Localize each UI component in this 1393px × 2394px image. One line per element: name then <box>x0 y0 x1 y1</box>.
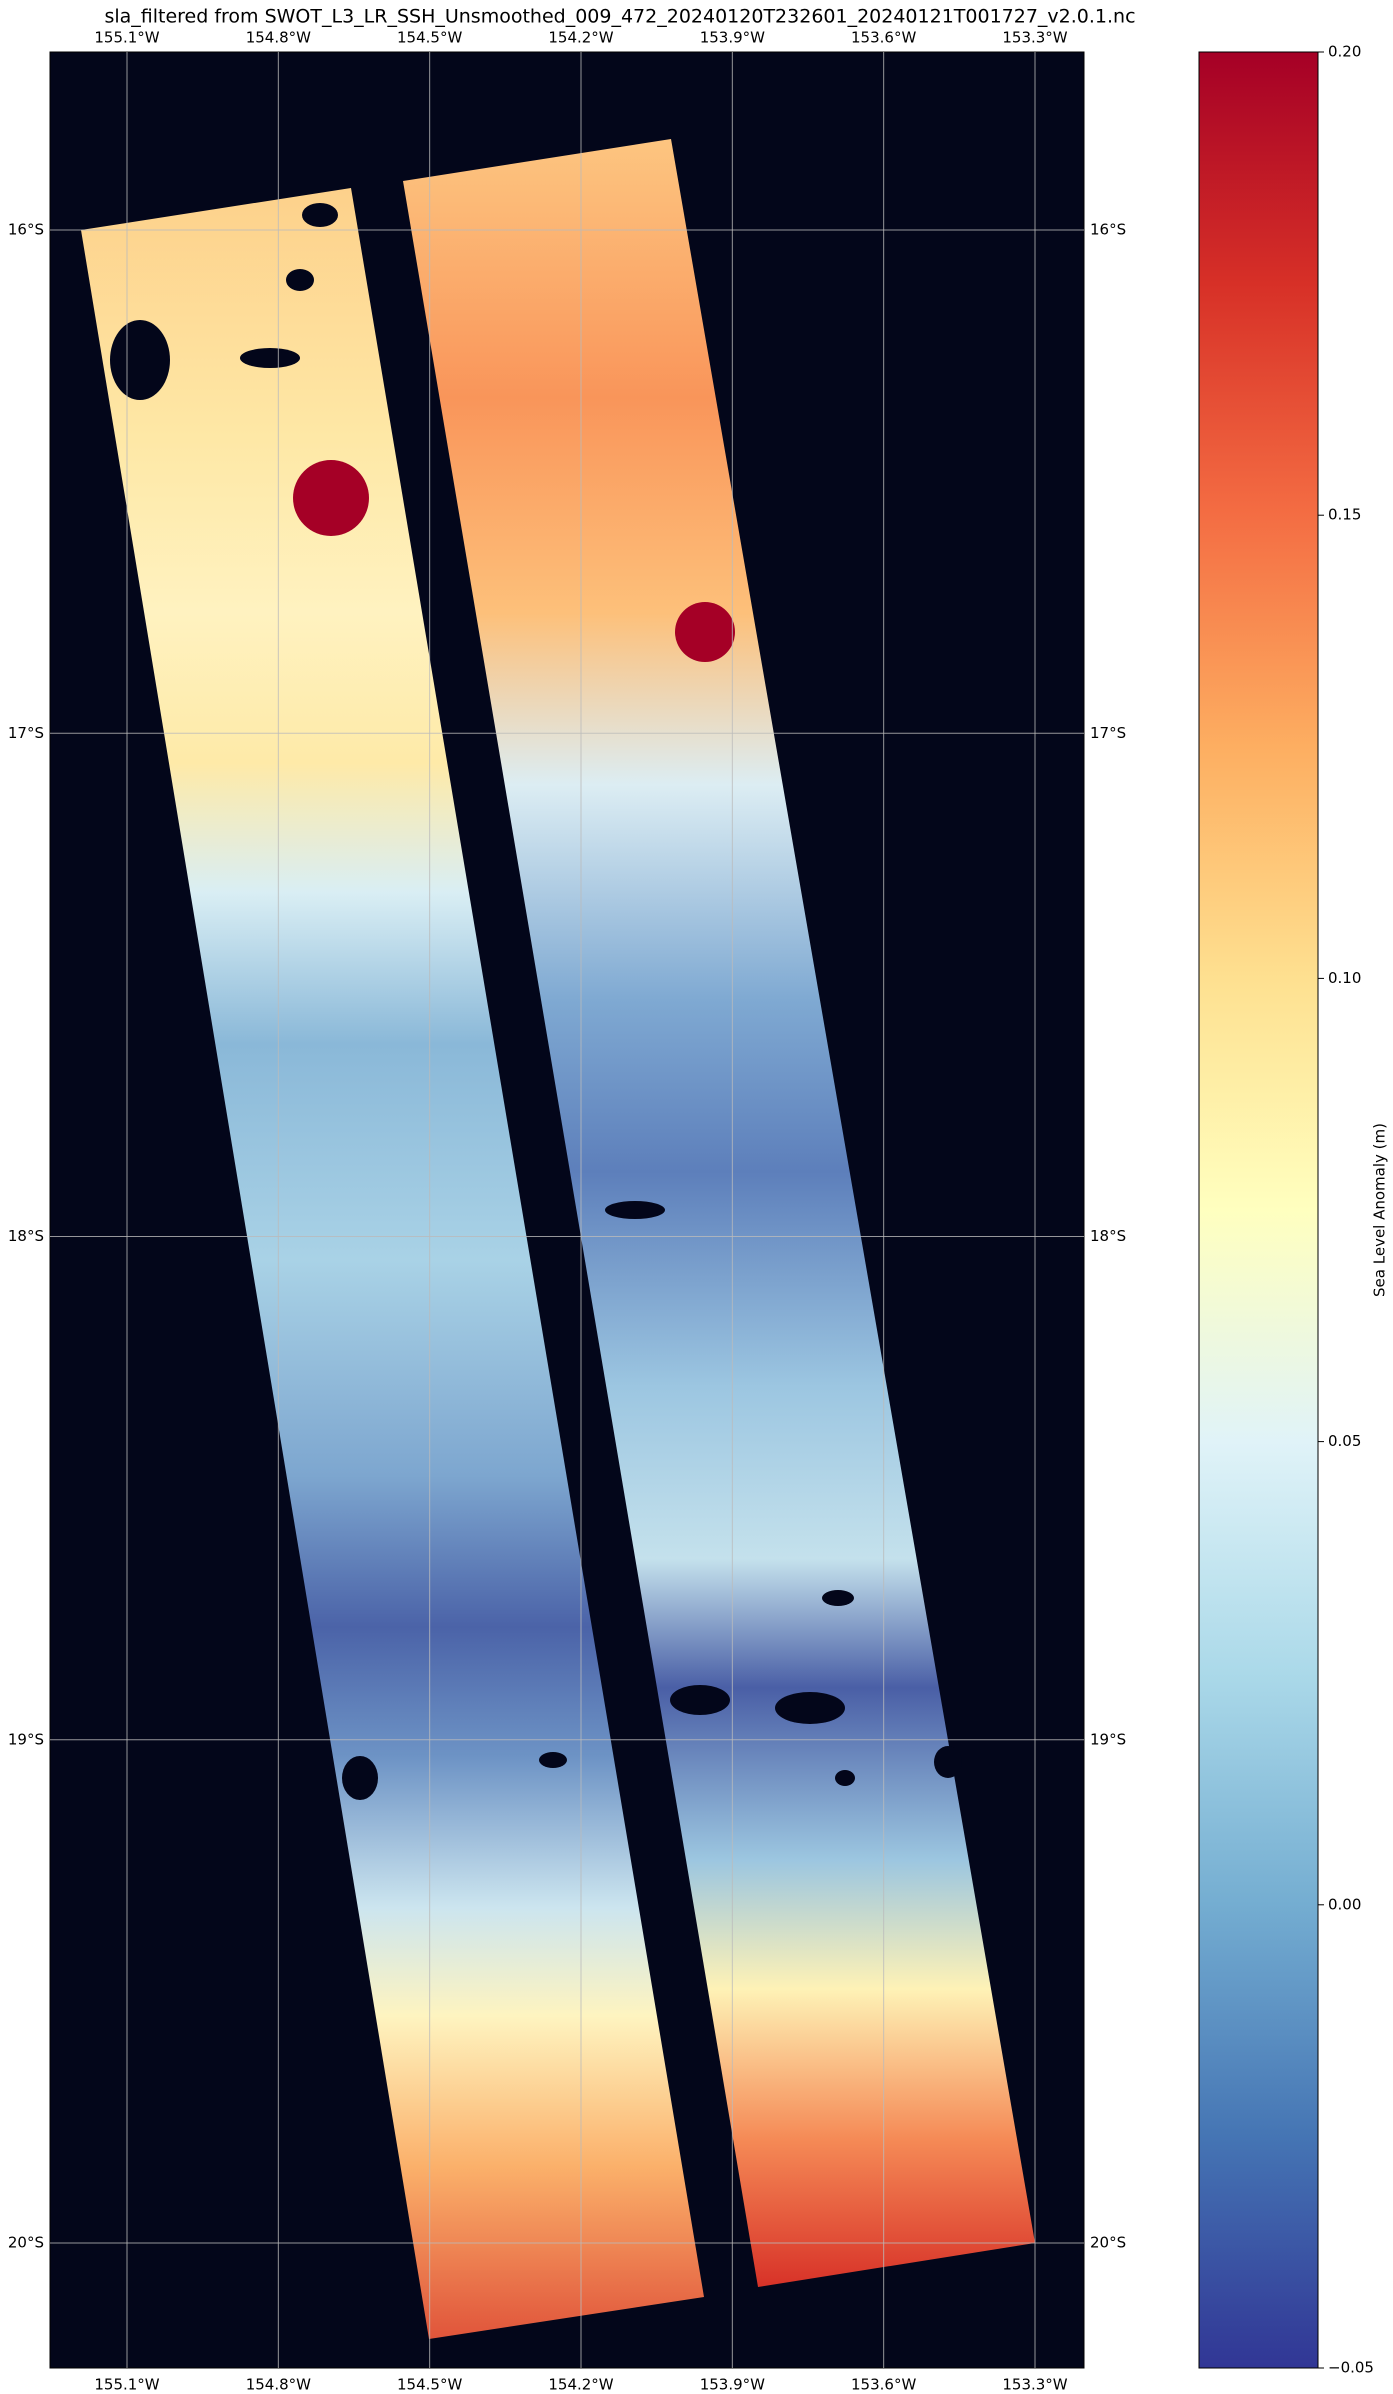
lon-tick-label: 153.9°W <box>700 29 765 47</box>
lat-tick-label: 17°S <box>8 724 44 742</box>
colorbar <box>1198 51 1319 2369</box>
lat-tick-label: 18°S <box>1090 1227 1126 1245</box>
lat-tick-label: 20°S <box>1090 2234 1126 2252</box>
lat-tick-label: 18°S <box>8 1227 44 1245</box>
colorbar-tick-label: 0.05 <box>1328 1432 1361 1450</box>
lon-tick-label: 154.8°W <box>246 2376 311 2394</box>
lon-tick-label: 153.6°W <box>851 29 916 47</box>
lat-tick-label: 16°S <box>8 221 44 239</box>
map-frame <box>49 51 1085 2369</box>
colorbar-tick-label: 0.10 <box>1328 969 1361 987</box>
lat-tick-label: 19°S <box>1090 1730 1126 1748</box>
lon-tick-label: 153.3°W <box>1002 29 1067 47</box>
swath-left <box>81 188 704 2339</box>
colorbar-tick-label: −0.05 <box>1328 2359 1374 2377</box>
lat-tick-label: 20°S <box>8 2234 44 2252</box>
lat-tick-label: 16°S <box>1090 221 1126 239</box>
lon-tick-label: 155.1°W <box>94 2376 159 2394</box>
lon-tick-label: 154.5°W <box>397 2376 462 2394</box>
swath-right <box>403 139 1035 2287</box>
lon-tick-label: 153.6°W <box>851 2376 916 2394</box>
lon-tick-label: 154.2°W <box>548 2376 613 2394</box>
colorbar-tick-label: 0.20 <box>1328 43 1361 61</box>
lon-tick-label: 154.2°W <box>548 29 613 47</box>
islands <box>110 203 962 1800</box>
chart-title: sla_filtered from SWOT_L3_LR_SSH_Unsmoot… <box>104 6 1135 28</box>
colorbar-tick-label: 0.15 <box>1328 506 1361 524</box>
island-anomaly <box>293 460 369 536</box>
island-anomaly <box>675 602 735 662</box>
colorbar-tick-label: 0.00 <box>1328 1895 1361 1913</box>
lon-tick-label: 153.3°W <box>1002 2376 1067 2394</box>
lat-tick-label: 17°S <box>1090 724 1126 742</box>
lat-tick-label: 19°S <box>8 1730 44 1748</box>
lon-tick-label: 153.9°W <box>700 2376 765 2394</box>
lon-tick-label: 154.5°W <box>397 29 462 47</box>
lon-tick-label: 154.8°W <box>246 29 311 47</box>
lon-tick-label: 155.1°W <box>94 29 159 47</box>
colorbar-label: Sea Level Anomaly (m) <box>1371 1123 1389 1297</box>
